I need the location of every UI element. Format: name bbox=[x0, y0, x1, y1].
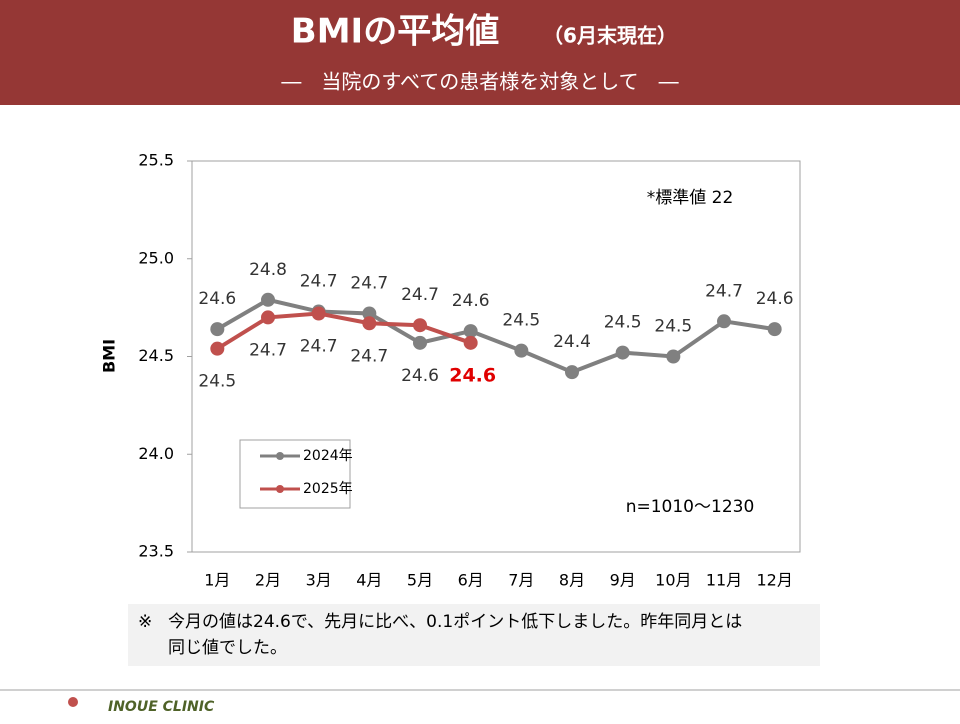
x-tick-label: 8月 bbox=[559, 571, 585, 590]
point bbox=[261, 310, 275, 325]
note-text: 今月の値は24.6で、先月に比べ、0.1ポイント低下しました。昨年同月とは同じ値… bbox=[168, 612, 742, 658]
point bbox=[362, 316, 377, 331]
data-label: 24.6 bbox=[401, 366, 439, 386]
x-tick-label: 11月 bbox=[706, 571, 742, 590]
x-tick-label: 2月 bbox=[255, 571, 281, 590]
header-band bbox=[0, 0, 960, 105]
x-tick-label: 5月 bbox=[407, 571, 433, 590]
legend-swatch bbox=[276, 452, 284, 460]
data-label: 24.7 bbox=[350, 346, 388, 366]
data-label: 24.5 bbox=[198, 372, 236, 392]
point bbox=[666, 349, 681, 364]
series-line bbox=[216, 297, 775, 375]
legend bbox=[239, 439, 351, 509]
point bbox=[565, 365, 579, 380]
data-label: 24.7 bbox=[300, 272, 338, 292]
point bbox=[413, 318, 427, 333]
annotation: n=1010～1230 bbox=[626, 497, 755, 517]
x-tick-label: 4月 bbox=[356, 571, 382, 590]
title-note: （6月末現在） bbox=[543, 24, 677, 48]
title: BMIの平均値 bbox=[291, 12, 499, 52]
point bbox=[615, 345, 630, 360]
x-tick-label: 6月 bbox=[458, 571, 484, 590]
data-label: 24.7 bbox=[705, 281, 743, 301]
point bbox=[413, 335, 427, 350]
data-label: 24.4 bbox=[553, 332, 591, 352]
point bbox=[767, 322, 782, 337]
y-tick-label: 24.0 bbox=[138, 444, 174, 463]
point bbox=[210, 322, 225, 337]
point bbox=[261, 292, 275, 307]
data-label: 24.7 bbox=[249, 340, 287, 360]
y-tick-label: 25.5 bbox=[138, 151, 174, 170]
data-label: 24.6 bbox=[452, 291, 490, 311]
x-tick-label: 10月 bbox=[655, 571, 691, 590]
data-label: 24.7 bbox=[401, 285, 439, 305]
legend-label: 2024年 bbox=[303, 448, 353, 464]
y-axis-label: BMI bbox=[100, 339, 119, 373]
data-label: 24.7 bbox=[350, 273, 388, 293]
note-box bbox=[128, 604, 820, 666]
legend-label: 2025年 bbox=[303, 481, 353, 497]
point bbox=[514, 343, 529, 358]
data-label: 24.6 bbox=[756, 289, 794, 309]
y-tick-label: 24.5 bbox=[138, 346, 174, 365]
series-line bbox=[216, 311, 472, 351]
point bbox=[210, 341, 225, 356]
point bbox=[463, 335, 478, 350]
y-tick-label: 23.5 bbox=[138, 542, 174, 561]
x-tick-label: 3月 bbox=[306, 571, 332, 590]
point bbox=[311, 306, 326, 321]
subtitle: ― 当院のすべての患者様を対象として ― bbox=[281, 70, 678, 94]
point bbox=[463, 324, 478, 339]
logo bbox=[68, 697, 78, 707]
note-mark: ※ bbox=[138, 612, 152, 632]
point bbox=[362, 306, 377, 321]
data-label: 24.6 bbox=[449, 364, 496, 386]
annotation: *標準値 22 bbox=[647, 188, 734, 208]
x-tick-label: 7月 bbox=[508, 571, 534, 590]
data-label: 24.5 bbox=[654, 317, 692, 337]
data-label: 24.7 bbox=[300, 336, 338, 356]
legend-swatch bbox=[276, 485, 284, 493]
footer-clinic: INOUE CLINIC bbox=[108, 699, 215, 715]
x-tick-label: 9月 bbox=[610, 571, 636, 590]
data-label: 24.6 bbox=[198, 289, 236, 309]
data-label: 24.5 bbox=[604, 313, 642, 333]
point bbox=[717, 314, 731, 329]
x-tick-label: 12月 bbox=[756, 571, 792, 590]
x-tick-label: 1月 bbox=[204, 571, 230, 590]
data-label: 24.8 bbox=[249, 260, 287, 280]
y-tick-label: 25.0 bbox=[138, 248, 174, 267]
data-label: 24.5 bbox=[502, 311, 540, 331]
